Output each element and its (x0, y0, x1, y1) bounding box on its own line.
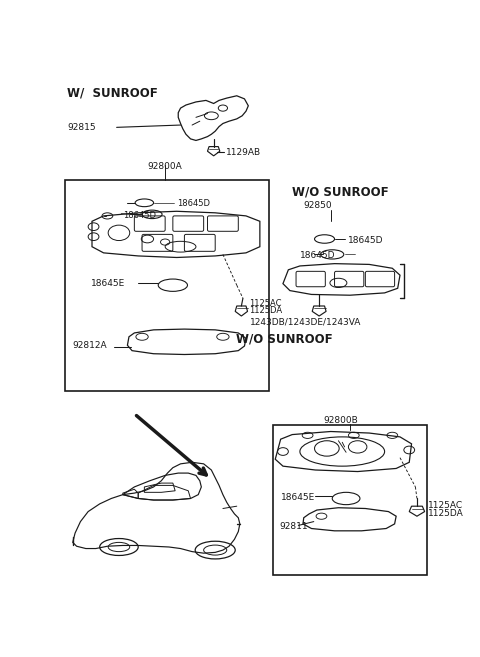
Text: W/  SUNROOF: W/ SUNROOF (67, 87, 158, 100)
Text: 92850: 92850 (304, 200, 332, 210)
Text: 1129AB: 1129AB (226, 148, 261, 157)
Text: 92800A: 92800A (148, 162, 182, 171)
Text: 18645E: 18645E (90, 279, 125, 288)
Text: 1125DA: 1125DA (428, 509, 464, 518)
Text: 92815: 92815 (67, 123, 96, 132)
Text: 92812A: 92812A (73, 340, 108, 350)
Text: 1125AC: 1125AC (428, 501, 463, 510)
Text: W/O SUNROOF: W/O SUNROOF (236, 333, 333, 346)
Text: 1243DB/1243DE/1243VA: 1243DB/1243DE/1243VA (250, 317, 361, 327)
Text: 18645E: 18645E (281, 493, 315, 502)
Text: 18645D: 18645D (348, 236, 383, 245)
Text: 1125AC: 1125AC (249, 299, 282, 308)
Text: 18645D: 18645D (177, 199, 210, 208)
Bar (65, 181, 269, 391)
Bar (273, 425, 427, 576)
Text: W/O SUNROOF: W/O SUNROOF (292, 185, 389, 198)
Text: 18645D: 18645D (300, 252, 336, 260)
Text: 1125DA: 1125DA (249, 306, 282, 315)
Text: 92811: 92811 (279, 522, 308, 531)
Text: 18645D: 18645D (123, 212, 156, 220)
Text: 92800B: 92800B (323, 416, 358, 425)
